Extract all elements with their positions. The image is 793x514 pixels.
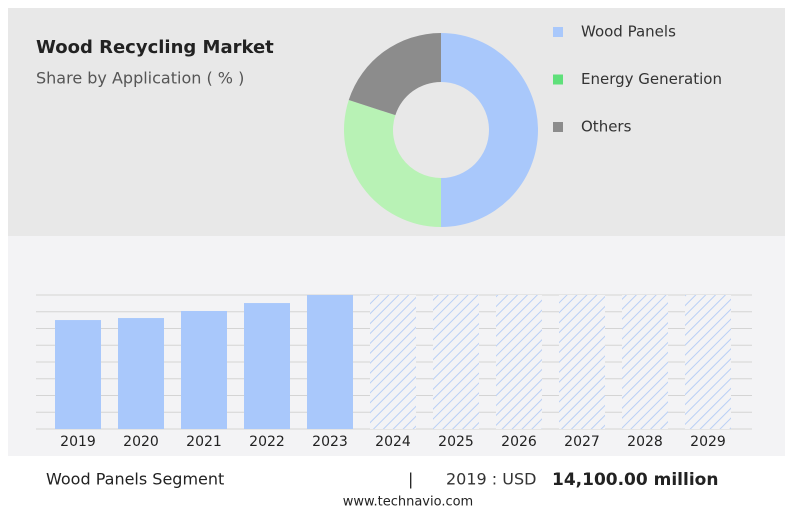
forecast-bar xyxy=(370,295,416,429)
legend-swatch xyxy=(553,27,563,37)
forecast-bar xyxy=(622,295,668,429)
x-tick-label: 2021 xyxy=(186,434,222,450)
bar xyxy=(244,303,290,429)
subtitle: Share by Application ( % ) xyxy=(36,69,244,88)
highlight-value: 14,100.00 million xyxy=(552,470,718,490)
legend-swatch xyxy=(553,74,563,85)
legend-label: Others xyxy=(581,118,632,136)
x-tick-label: 2024 xyxy=(375,434,411,450)
title: Wood Recycling Market xyxy=(36,37,274,58)
bar xyxy=(181,310,227,429)
segment-label: Wood Panels Segment xyxy=(46,470,224,489)
forecast-bar xyxy=(559,295,605,429)
bar xyxy=(307,295,353,429)
forecast-bar xyxy=(433,295,479,429)
x-tick-label: 2020 xyxy=(123,434,159,450)
x-tick-label: 2022 xyxy=(249,434,285,450)
highlight-prefix: 2019 : USD xyxy=(446,470,536,489)
donut-slice xyxy=(441,33,538,227)
source: www.technavio.com xyxy=(343,495,473,510)
separator: | xyxy=(408,470,413,489)
legend-label: Energy Generation xyxy=(581,70,722,88)
donut-slice xyxy=(348,32,441,116)
forecast-bar xyxy=(496,295,542,429)
bar xyxy=(55,320,101,429)
x-tick-label: 2027 xyxy=(564,434,600,450)
legend-swatch xyxy=(553,122,563,132)
x-tick-label: 2029 xyxy=(690,434,726,450)
bar xyxy=(118,318,164,429)
legend-label: Wood Panels xyxy=(581,23,676,41)
forecast-bar xyxy=(685,295,731,429)
x-tick-label: 2019 xyxy=(60,434,96,450)
x-tick-label: 2025 xyxy=(438,434,474,450)
x-tick-label: 2028 xyxy=(627,434,663,450)
x-tick-label: 2023 xyxy=(312,434,348,450)
donut-slice xyxy=(344,100,441,227)
x-tick-label: 2026 xyxy=(501,434,537,450)
